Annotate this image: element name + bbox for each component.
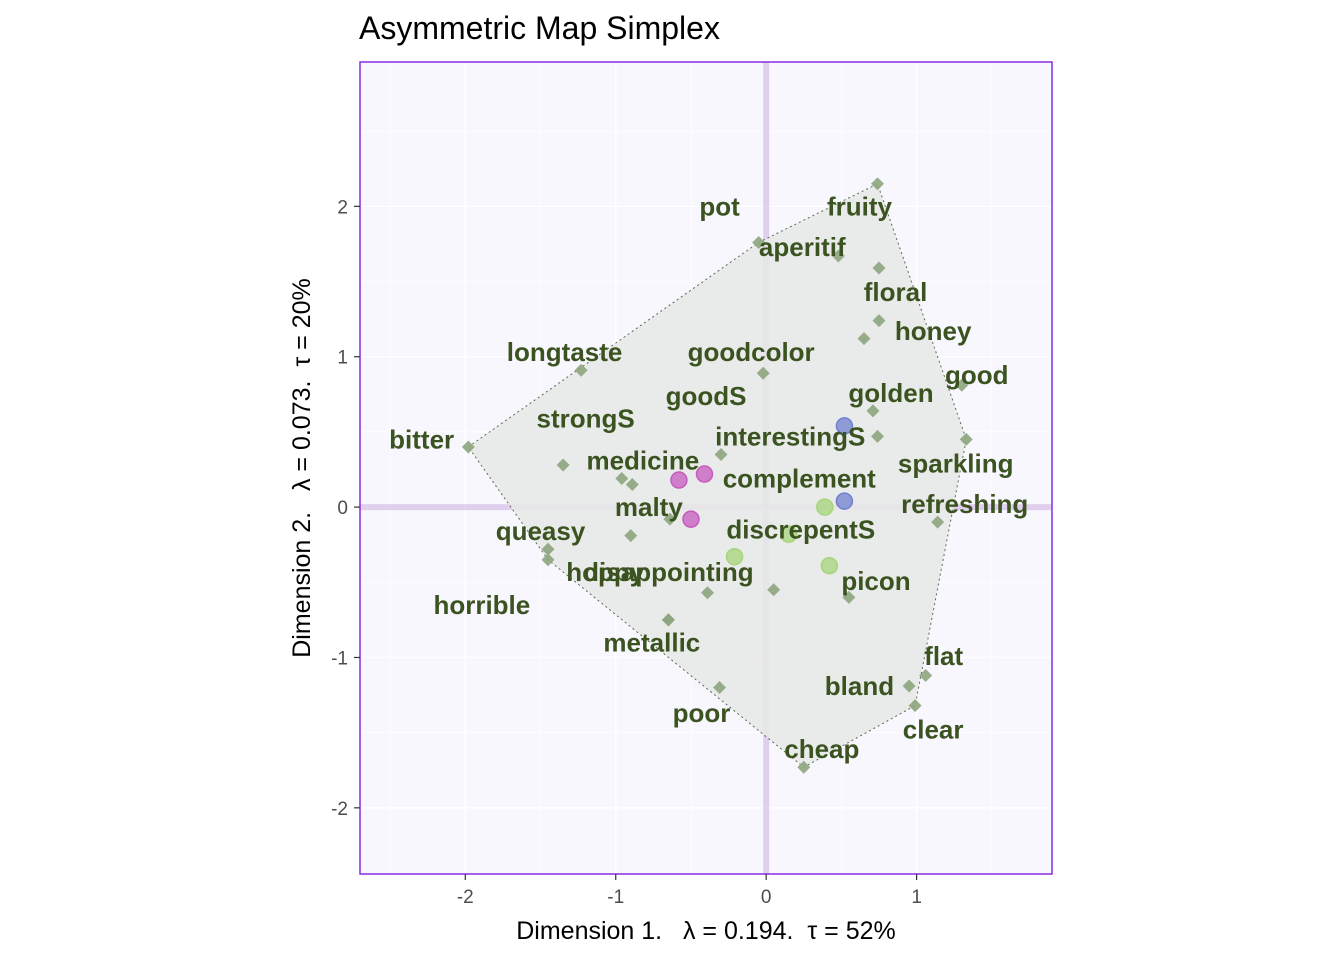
y-tick-label: -2 [331, 799, 348, 820]
panel-border [359, 61, 1053, 875]
point-label: clear [903, 715, 964, 745]
series-points [670, 417, 854, 575]
attribute-marker [866, 404, 880, 418]
axis-ticks: -2 -1 0 1 -2 -1 0 1 2 [331, 197, 922, 908]
point-label: strongS [537, 403, 635, 433]
point-label: interestingS [715, 421, 865, 451]
simplex-hull-polygon [467, 183, 967, 768]
attribute-marker [959, 432, 973, 446]
attribute-marker [556, 458, 570, 472]
point-label: cheap [784, 734, 859, 764]
attribute-marker [931, 515, 945, 529]
point-label: bland [825, 671, 894, 701]
point-label: sparkling [898, 448, 1014, 478]
attribute-marker [756, 366, 770, 380]
point-label: flat [924, 641, 963, 671]
series-point [820, 556, 839, 575]
point-label: good [945, 360, 1009, 390]
attribute-marker [872, 261, 886, 275]
series-point [816, 498, 834, 516]
x-tick-label: 1 [911, 887, 922, 908]
point-label: floral [864, 277, 928, 307]
attribute-marker [955, 378, 969, 392]
series-point [725, 547, 744, 566]
point-label: pot [699, 191, 740, 221]
point-label: horrible [433, 590, 530, 620]
point-label: hoppy [566, 557, 645, 587]
attribute-marker [663, 512, 677, 526]
attribute-marker [461, 440, 475, 454]
point-label: refreshing [901, 489, 1028, 519]
attribute-marker [541, 553, 555, 567]
point-label: honey [895, 316, 972, 346]
y-tick-label: 1 [337, 348, 348, 369]
attribute-marker [624, 529, 638, 543]
point-label: golden [848, 378, 933, 408]
point-label: disappointing [583, 557, 753, 587]
attribute-marker [767, 583, 781, 597]
point-label: aperitif [759, 232, 846, 262]
y-tick-label: 0 [337, 498, 348, 519]
attribute-marker [831, 249, 845, 263]
series-point [695, 465, 714, 483]
attribute-marker [870, 177, 884, 191]
simplex-hull [467, 183, 967, 768]
x-axis-title: Dimension 1. λ = 0.194. τ = 52% [516, 917, 896, 945]
attribute-marker [752, 235, 766, 249]
attribute-marker [919, 669, 933, 683]
point-labels: pot fruity aperitif floral honey goodcolor goo… [389, 191, 1028, 764]
point-label: medicine [586, 445, 699, 475]
attribute-marker [661, 613, 675, 627]
point-label: fruity [827, 191, 893, 221]
point-label: bitter [389, 424, 454, 454]
attribute-marker [701, 586, 715, 600]
y-tick-label: 2 [337, 197, 348, 218]
series-point [779, 525, 798, 543]
series-point [682, 510, 700, 528]
point-label: metallic [603, 627, 700, 657]
attribute-marker [713, 681, 727, 695]
x-tick-label: -2 [457, 887, 474, 908]
attribute-marker [902, 679, 916, 693]
attribute-marker [872, 314, 886, 328]
series-point [670, 471, 688, 489]
attribute-marker [625, 478, 639, 492]
point-label: queasy [496, 516, 586, 546]
y-axis-title: Dimension 2. λ = 0.073. τ = 20% [288, 278, 316, 658]
point-label: goodcolor [688, 337, 815, 367]
attribute-marker [797, 760, 811, 774]
attribute-marker [870, 429, 884, 443]
attribute-marker [615, 472, 629, 486]
attribute-markers [461, 177, 973, 774]
point-label: picon [841, 566, 910, 596]
y-tick-label: -1 [331, 648, 348, 669]
point-label: poor [673, 698, 731, 728]
point-label: malty [615, 492, 683, 522]
x-tick-label: -1 [607, 887, 624, 908]
chart-title: Asymmetric Map Simplex [359, 10, 720, 46]
attribute-marker [857, 332, 871, 346]
attribute-marker [574, 363, 588, 377]
attribute-marker [541, 542, 555, 556]
attribute-marker [842, 590, 856, 604]
point-label: discrepentS [726, 515, 875, 545]
point-label: longtaste [507, 337, 623, 367]
x-tick-label: 0 [761, 887, 772, 908]
attribute-marker [908, 699, 922, 713]
series-point [835, 492, 854, 510]
series-point [835, 417, 854, 435]
attribute-marker [714, 447, 728, 461]
point-label: complement [723, 464, 876, 494]
point-label: goodS [666, 381, 747, 411]
